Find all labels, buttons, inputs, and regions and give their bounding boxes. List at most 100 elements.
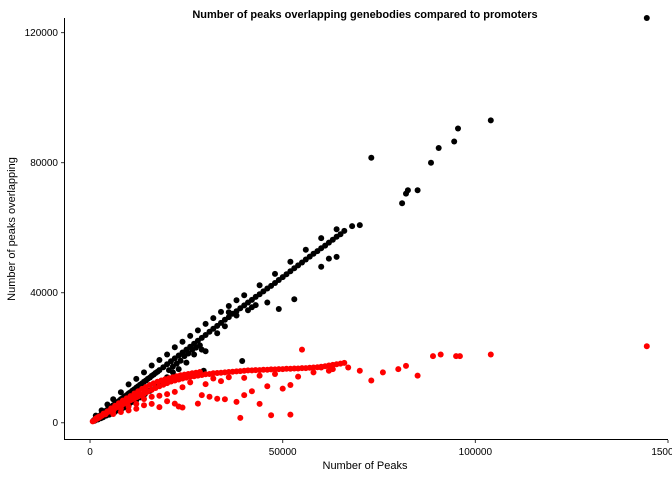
data-point — [148, 393, 155, 400]
data-point — [117, 389, 124, 396]
data-point — [264, 383, 271, 390]
data-point — [156, 404, 163, 411]
data-point — [210, 315, 217, 322]
data-point — [237, 414, 244, 421]
data-point — [133, 375, 140, 382]
data-point — [435, 145, 442, 151]
data-point — [171, 388, 178, 395]
data-point — [198, 392, 205, 399]
data-point — [414, 372, 421, 379]
data-point — [104, 401, 111, 408]
data-point — [325, 367, 332, 374]
data-point — [156, 392, 163, 399]
data-point — [356, 222, 363, 229]
data-point — [221, 323, 228, 330]
data-point — [318, 364, 325, 371]
data-point — [295, 373, 302, 380]
data-point — [341, 227, 348, 234]
data-point — [110, 396, 117, 403]
data-point — [333, 253, 340, 260]
data-point — [456, 353, 463, 360]
data-point — [341, 359, 348, 366]
data-point — [175, 366, 182, 373]
data-point — [241, 392, 248, 399]
data-point — [268, 412, 275, 419]
data-point — [428, 159, 434, 166]
data-point — [455, 125, 461, 132]
data-point — [299, 346, 305, 353]
data-point — [437, 351, 444, 358]
data-point — [287, 382, 294, 388]
data-point — [643, 15, 650, 21]
y-ticks: 0 40000 80000 120000 — [25, 28, 64, 429]
data-point — [356, 367, 363, 374]
data-point — [183, 359, 190, 366]
data-point — [148, 362, 155, 369]
data-point — [110, 408, 117, 414]
data-point — [202, 320, 209, 327]
data-point — [325, 255, 332, 262]
data-point — [395, 366, 402, 373]
series-0 — [90, 15, 650, 424]
data-point — [177, 357, 184, 364]
data-point — [94, 414, 101, 421]
data-point — [241, 374, 248, 381]
y-tick-label: 80000 — [30, 158, 58, 169]
data-point — [141, 369, 147, 376]
y-tick-label: 0 — [52, 418, 58, 429]
data-point — [333, 226, 340, 233]
x-ticks: 0 50000 100000 150000 — [87, 440, 672, 458]
data-point — [179, 338, 186, 345]
x-tick-label: 150000 — [651, 447, 672, 458]
data-point — [133, 400, 140, 407]
data-point — [256, 372, 263, 379]
y-tick-label: 40000 — [30, 288, 58, 299]
data-point — [233, 398, 240, 405]
data-point — [252, 302, 259, 309]
data-point — [241, 292, 248, 299]
data-point — [643, 343, 650, 350]
series-1 — [89, 343, 650, 425]
data-point — [179, 384, 186, 391]
data-point — [368, 154, 375, 161]
data-point — [202, 348, 209, 355]
data-point — [156, 357, 163, 363]
data-point — [451, 138, 458, 145]
points-layer — [89, 15, 650, 425]
data-point — [404, 187, 411, 194]
data-point — [214, 395, 221, 402]
data-point — [239, 358, 246, 364]
data-point — [125, 403, 132, 410]
data-point — [272, 371, 278, 377]
data-point — [117, 405, 124, 412]
data-point — [272, 270, 278, 277]
data-point — [287, 411, 294, 418]
data-point — [187, 332, 194, 339]
data-point — [141, 402, 147, 409]
data-point — [125, 381, 132, 388]
data-point — [487, 351, 494, 358]
data-point — [166, 367, 172, 374]
data-point — [345, 364, 352, 371]
chart-title: Number of peaks overlapping genebodies c… — [192, 9, 537, 21]
x-tick-label: 100000 — [459, 447, 493, 458]
data-point — [256, 400, 263, 407]
data-point — [221, 396, 228, 403]
data-point — [141, 396, 147, 402]
data-point — [185, 350, 192, 357]
data-point — [218, 308, 224, 315]
data-point — [349, 223, 356, 230]
data-point — [202, 381, 209, 388]
data-point — [191, 351, 198, 358]
data-point — [171, 344, 178, 351]
data-point — [194, 327, 201, 334]
data-point — [206, 393, 213, 400]
data-point — [368, 377, 375, 384]
data-point — [133, 405, 140, 412]
x-tick-label: 50000 — [269, 447, 297, 458]
data-point — [318, 235, 325, 242]
data-point — [218, 378, 224, 385]
data-point — [102, 411, 109, 418]
data-point — [164, 398, 171, 405]
